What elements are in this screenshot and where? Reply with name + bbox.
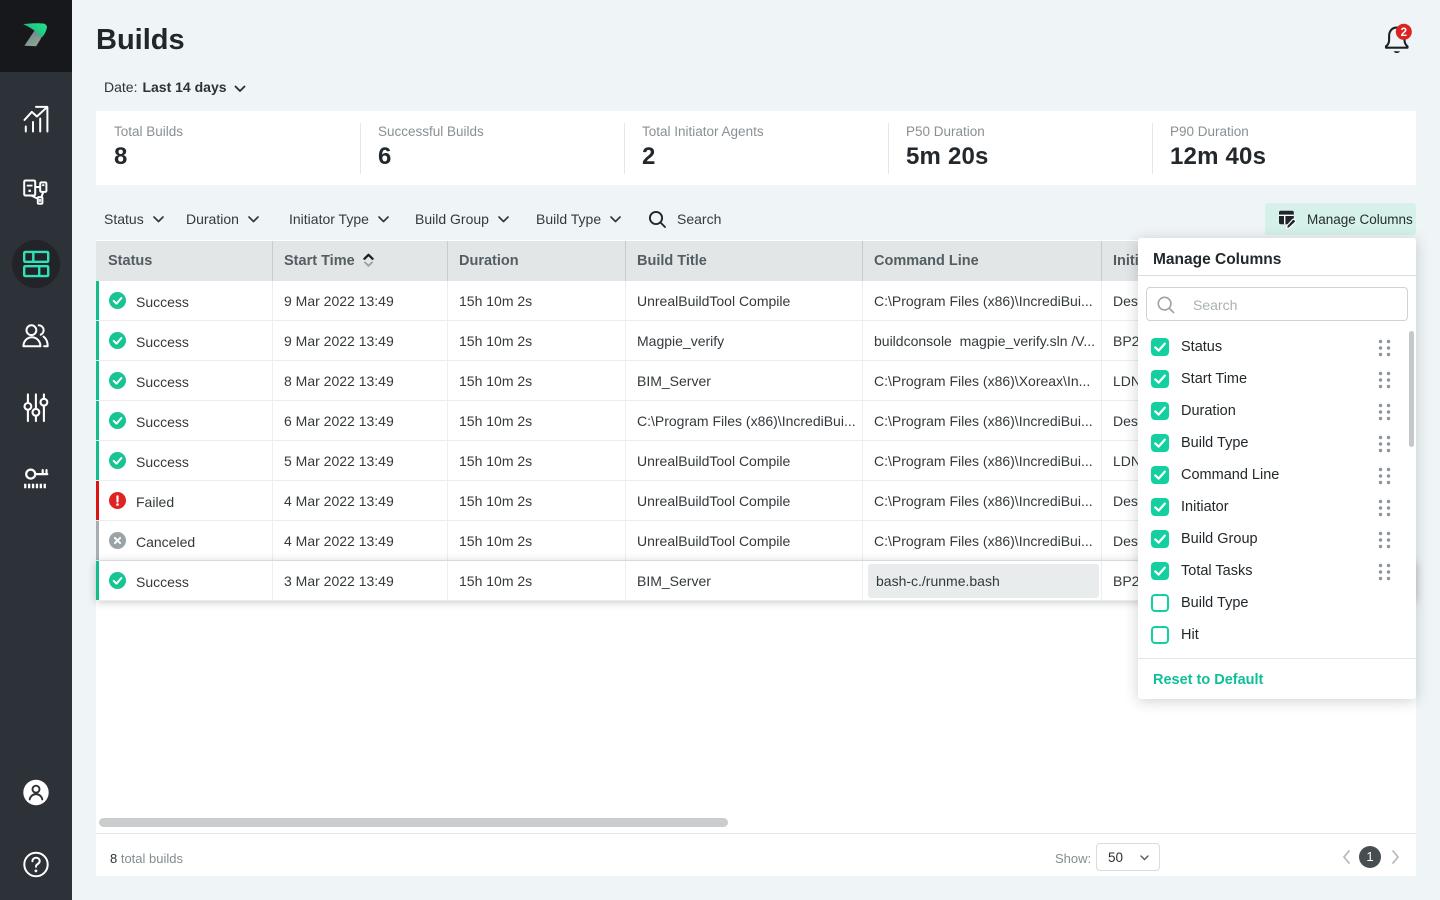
- svg-text:2: 2: [1401, 27, 1407, 39]
